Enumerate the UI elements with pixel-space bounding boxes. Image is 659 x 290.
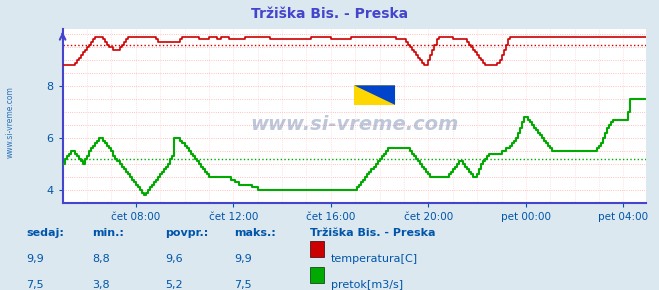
Text: 7,5: 7,5 xyxy=(26,280,44,290)
Text: sedaj:: sedaj: xyxy=(26,228,64,238)
Text: Tržiška Bis. - Preska: Tržiška Bis. - Preska xyxy=(310,228,435,238)
Bar xyxy=(355,85,395,105)
Text: 3,8: 3,8 xyxy=(92,280,110,290)
Text: 5,2: 5,2 xyxy=(165,280,183,290)
Text: Tržiška Bis. - Preska: Tržiška Bis. - Preska xyxy=(251,7,408,21)
Text: www.si-vreme.com: www.si-vreme.com xyxy=(5,86,14,158)
Text: temperatura[C]: temperatura[C] xyxy=(331,254,418,264)
Text: 9,6: 9,6 xyxy=(165,254,183,264)
Text: min.:: min.: xyxy=(92,228,124,238)
Text: www.si-vreme.com: www.si-vreme.com xyxy=(250,115,459,134)
Text: 9,9: 9,9 xyxy=(26,254,44,264)
Text: maks.:: maks.: xyxy=(234,228,275,238)
Text: povpr.:: povpr.: xyxy=(165,228,208,238)
Text: pretok[m3/s]: pretok[m3/s] xyxy=(331,280,403,290)
Text: 7,5: 7,5 xyxy=(234,280,252,290)
Polygon shape xyxy=(355,85,395,105)
Text: 8,8: 8,8 xyxy=(92,254,110,264)
Text: 9,9: 9,9 xyxy=(234,254,252,264)
